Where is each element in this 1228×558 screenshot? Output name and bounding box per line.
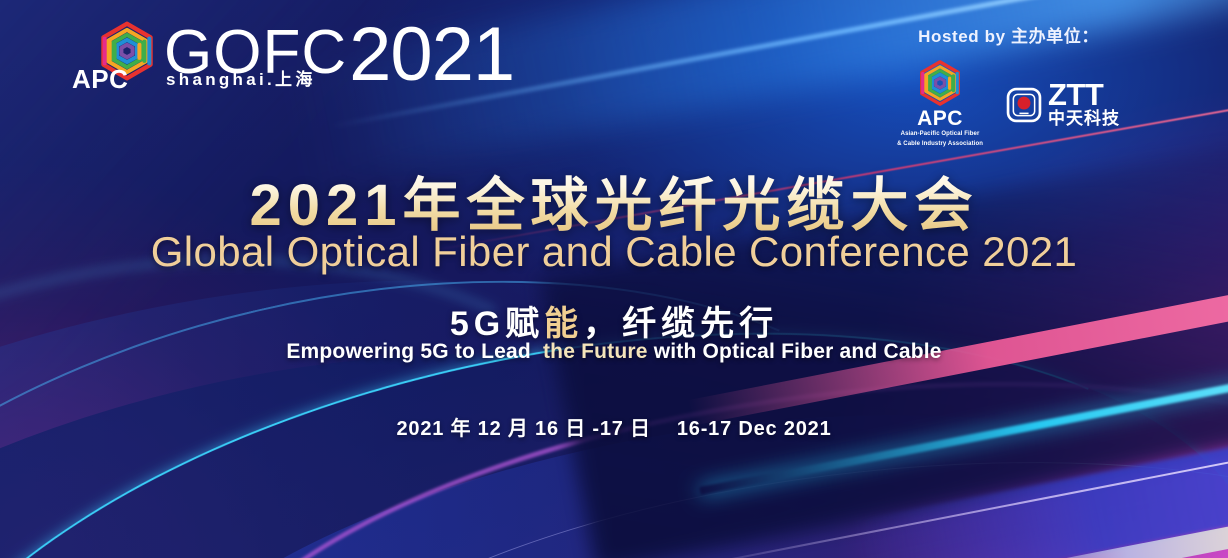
tagline-en-part1: Empowering 5G to Lead — [286, 340, 531, 363]
hosted-by-block: Hosted by 主办单位： — [897, 22, 1120, 148]
sponsor-apc-tagline-line1: Asian-Pacific Optical Fiber — [900, 131, 980, 137]
conference-dates: 2021 年 12 月 16 日 -17 日 16-17 Dec 2021 — [0, 412, 1228, 441]
sponsor-ztt-name: ZTT — [1048, 77, 1104, 112]
conference-tagline-cn: 5G赋能，纤缆先行 — [0, 296, 1228, 345]
tagline-cn-part1: 5G赋 — [449, 305, 545, 343]
tagline-en-part2: with Optical Fiber and Cable — [653, 340, 942, 363]
sponsor-apc-tagline-line2: & Cable Industry Association — [897, 140, 983, 147]
conference-tagline-en: Empowering 5G to Lead the Future with Op… — [0, 340, 1228, 364]
sponsor-ztt: ZTT 中天科技 — [1005, 59, 1120, 129]
tagline-en-highlight: the Future — [542, 340, 648, 363]
sponsor-logo-row: APC Asian-Pacific Optical Fiber & Cable … — [897, 59, 1120, 148]
hosted-by-label: Hosted by 主办单位： — [918, 27, 1099, 46]
date-cn: 2021 年 12 月 16 日 -17 日 — [396, 418, 651, 440]
sponsor-apc: APC Asian-Pacific Optical Fiber & Cable … — [897, 59, 983, 148]
sponsor-ztt-name-cn: 中天科技 — [1048, 108, 1120, 128]
apc-hexagon-icon — [101, 21, 153, 81]
date-en: 16-17 Dec 2021 — [676, 418, 832, 440]
association-abbr: APC — [72, 64, 129, 94]
event-logo-lockup: GOFC 2021 shanghai.上海 APC — [72, 16, 515, 94]
event-city: shanghai.上海 — [166, 70, 316, 89]
tagline-cn-part2: ，纤缆先行 — [583, 305, 779, 343]
ztt-diamond-icon — [1006, 87, 1042, 123]
apc-hexagon-icon — [920, 60, 960, 106]
tagline-cn-highlight: 能 — [544, 305, 584, 343]
event-year: 2021 — [349, 12, 515, 97]
conference-title-en: Global Optical Fiber and Cable Conferenc… — [150, 228, 1078, 275]
sponsor-apc-name: APC — [917, 107, 963, 130]
